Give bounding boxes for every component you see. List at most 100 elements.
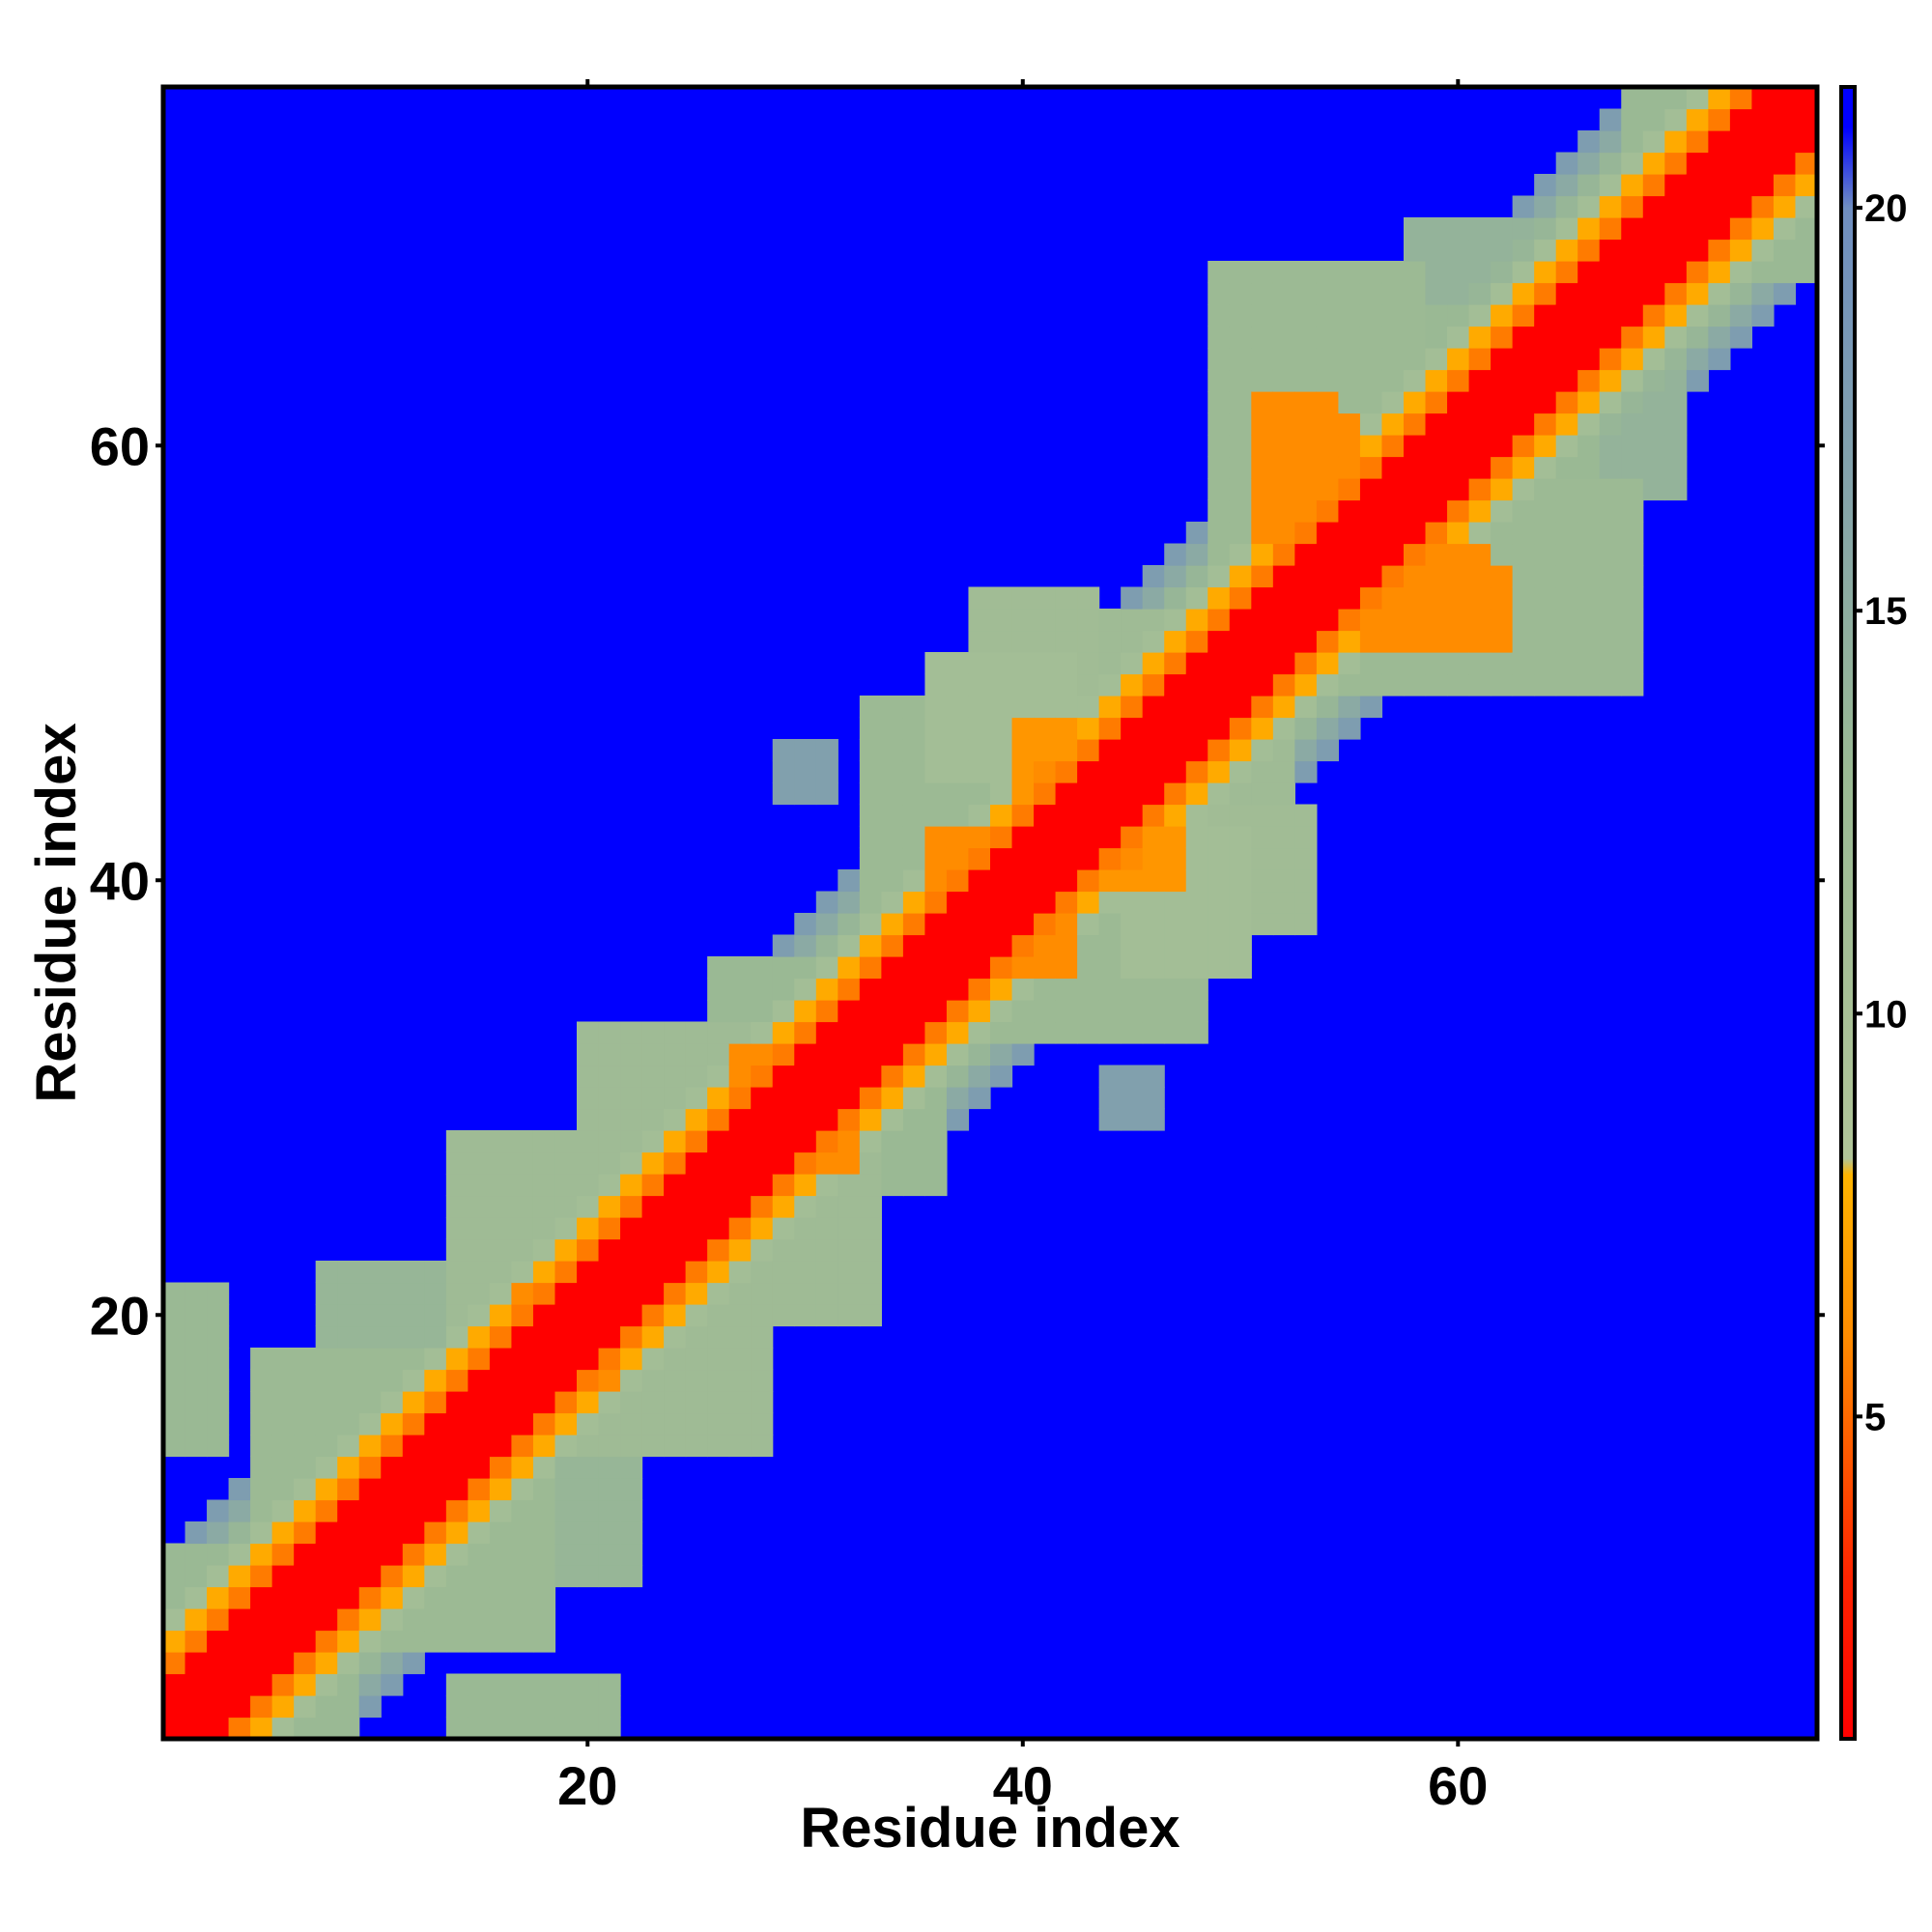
heatmap-cell [1294,326,1318,349]
heatmap-cell [1077,696,1100,719]
heatmap-cell [1664,87,1688,110]
heatmap-cell [445,1499,469,1522]
heatmap-cells [163,87,1818,1740]
heatmap-cell [1121,826,1144,849]
heatmap-cell [424,1369,447,1392]
heatmap-cell [728,1195,752,1218]
heatmap-cell [1077,586,1100,610]
heatmap-cell [1338,630,1361,653]
heatmap-cell [794,782,817,806]
heatmap-cell [685,1391,708,1414]
heatmap-cell [1729,326,1753,349]
heatmap-cell [402,1435,425,1458]
heatmap-cell [1491,586,1514,610]
heatmap-cell [1229,261,1252,284]
heatmap-cell [1294,369,1318,392]
heatmap-cell [511,1130,534,1153]
heatmap-cell [1208,891,1231,914]
heatmap-cell [468,1499,491,1522]
heatmap-cell [228,1652,251,1675]
heatmap-cell [163,1630,186,1653]
heatmap-cell [1185,739,1208,762]
heatmap-cell [1251,696,1274,719]
heatmap-cell [1121,913,1144,936]
heatmap-cell [1795,217,1818,241]
heatmap-cell [859,913,882,936]
heatmap-cell [1034,804,1057,827]
heatmap-cell [271,1630,295,1653]
heatmap-cell [990,978,1013,1001]
heatmap-cell [1077,978,1100,1001]
heatmap-cell [489,1608,513,1632]
heatmap-cell [924,673,948,696]
heatmap-cell [1055,696,1078,719]
heatmap-cell [859,717,882,740]
heatmap-cell [1294,891,1318,914]
heatmap-cell [1272,847,1295,870]
heatmap-cell [1294,869,1318,893]
heatmap-cell [577,1130,600,1153]
heatmap-cell [337,1521,360,1545]
heatmap-cell [381,1586,404,1609]
heatmap-cell [554,1369,578,1392]
heatmap-cell [990,652,1013,675]
heatmap-cell [271,1565,295,1588]
heatmap-cell [1512,412,1535,436]
heatmap-cell [990,1065,1013,1088]
heatmap-cell [685,1217,708,1240]
heatmap-cell [1621,304,1644,327]
heatmap-cell [1316,696,1340,719]
heatmap-cell [1208,326,1231,349]
heatmap-cell [381,1543,404,1566]
heatmap-cell [685,1261,708,1284]
heatmap-cell [838,956,861,980]
heatmap-cell [1381,478,1405,501]
heatmap-cell [1208,456,1231,479]
heatmap-cell [1512,499,1535,523]
heatmap-cell [1404,369,1427,392]
heatmap-cell [946,1000,970,1023]
heatmap-cell [1664,174,1688,197]
heatmap-cell [1491,391,1514,414]
heatmap-cell [1599,565,1622,588]
heatmap-cell [1098,630,1122,653]
heatmap-cell [946,673,970,696]
heatmap-cell [794,934,817,957]
heatmap-cell [598,1108,621,1131]
heatmap-cell [185,1304,208,1327]
heatmap-cell [1512,435,1535,458]
heatmap-cell [707,1261,730,1284]
heatmap-cell [468,1304,491,1327]
heatmap-cell [468,1369,491,1392]
heatmap-cell [838,913,861,936]
heatmap-cell [1534,630,1557,653]
heatmap-cell [1294,499,1318,523]
heatmap-cell [402,1391,425,1414]
heatmap-cell [1272,435,1295,458]
heatmap-cell [1338,717,1361,740]
heatmap-cell [1751,174,1775,197]
heatmap-cell [838,869,861,893]
heatmap-cell [707,1000,730,1023]
heatmap-cell [968,696,991,719]
heatmap-cell [1534,282,1557,305]
heatmap-cell [1121,1021,1144,1044]
heatmap-cell [1229,717,1252,740]
heatmap-cell [1077,717,1100,740]
heatmap-cell [1208,652,1231,675]
heatmap-cell [838,1000,861,1023]
heatmap-cell [577,1304,600,1327]
heatmap-cell [1425,630,1448,653]
heatmap-cell [924,760,948,783]
heatmap-cell [1425,435,1448,458]
heatmap-cell [1251,261,1274,284]
heatmap-cell [902,978,926,1001]
heatmap-cell [1164,586,1187,610]
heatmap-cell [1164,782,1187,806]
heatmap-cell [163,1435,186,1458]
heatmap-cell [1338,543,1361,566]
heatmap-cell [728,1108,752,1131]
heatmap-cell [1642,152,1665,175]
heatmap-cell [468,1673,491,1696]
